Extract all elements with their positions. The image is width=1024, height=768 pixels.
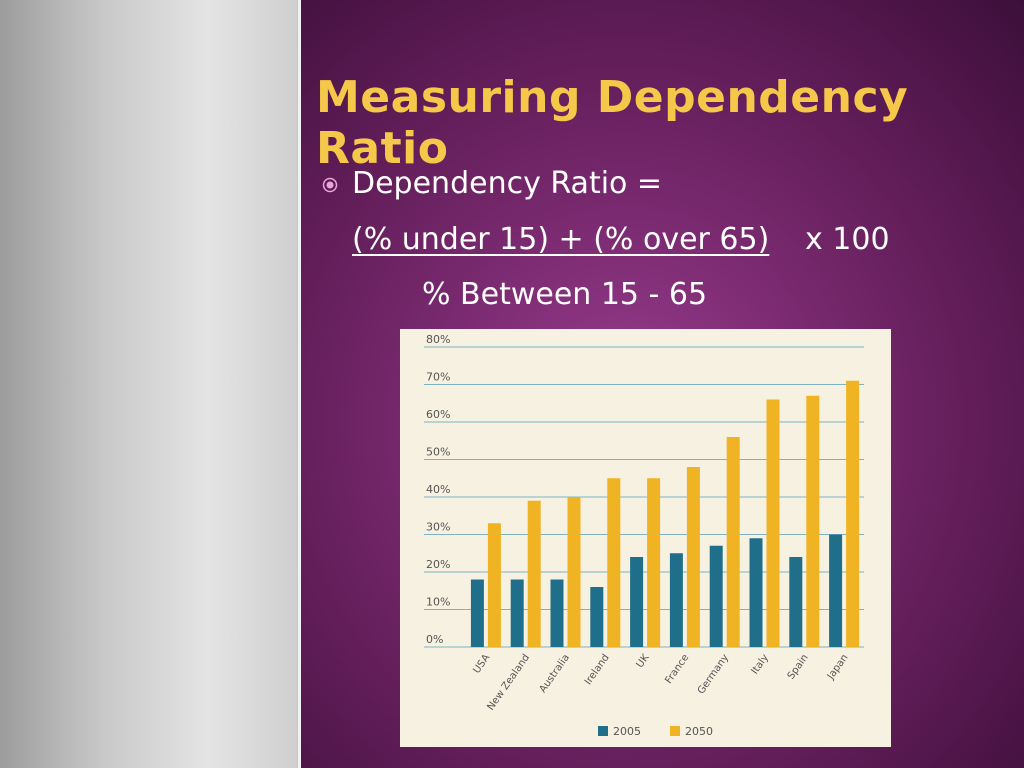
- y-tick-label: 30%: [426, 521, 450, 534]
- legend-label: 2005: [613, 725, 641, 738]
- chart-container: 0% 10% 20% 30% 40% 50% 60% 70% 80% USA New Zealand…: [400, 329, 891, 747]
- x-tick-label: Ireland: [583, 652, 612, 687]
- x-tick-label: France: [663, 652, 691, 686]
- bar-2005: [749, 538, 763, 647]
- slide-title: Measuring Dependency Ratio: [316, 72, 909, 174]
- legend-swatch-2050: [670, 726, 680, 736]
- x-tick-label: Japan: [825, 652, 851, 682]
- circle-bullet-icon: [322, 177, 338, 193]
- bar-2050: [726, 437, 740, 647]
- y-tick-label: 20%: [426, 558, 450, 571]
- bar-2005: [829, 534, 843, 647]
- bar-2050: [487, 523, 501, 647]
- panel-divider: [298, 0, 301, 768]
- bar-2005: [789, 557, 803, 647]
- x-tick-label: Germany: [696, 652, 731, 696]
- bar-2050: [607, 478, 621, 647]
- bar-2050: [806, 395, 820, 647]
- formula-numerator: (% under 15) + (% over 65): [352, 222, 770, 257]
- bar-2050: [647, 478, 661, 647]
- bar-2050: [527, 500, 541, 647]
- legend-swatch-2005: [598, 726, 608, 736]
- bar-2050: [846, 380, 860, 647]
- x-tick-label: UK: [635, 652, 652, 670]
- bar-2005: [510, 579, 524, 647]
- y-tick-label: 60%: [426, 408, 450, 421]
- bar-2005: [590, 587, 604, 647]
- y-tick-label: 0%: [426, 633, 443, 646]
- bar-2050: [686, 467, 700, 647]
- x-tick-label: Spain: [786, 652, 811, 681]
- bar-2005: [470, 579, 484, 647]
- y-tick-label: 70%: [426, 371, 450, 384]
- y-tick-label: 10%: [426, 596, 450, 609]
- bar-2005: [630, 557, 644, 647]
- x-tick-label: New Zealand: [485, 652, 532, 712]
- bar-2005: [709, 545, 723, 647]
- bar-2050: [766, 399, 780, 647]
- formula-multiplier: x 100: [805, 222, 890, 257]
- left-gray-panel: [0, 0, 298, 768]
- y-tick-label: 80%: [426, 333, 450, 346]
- bar-2005: [550, 579, 564, 647]
- x-tick-label: USA: [471, 652, 492, 675]
- bar-2050: [567, 497, 581, 647]
- x-tick-label: Italy: [749, 652, 771, 676]
- bullet-text: Dependency Ratio =: [352, 166, 663, 201]
- bar-2005: [669, 553, 683, 647]
- y-tick-label: 40%: [426, 483, 450, 496]
- legend-label: 2050: [685, 725, 713, 738]
- formula-denominator: % Between 15 - 65: [422, 277, 708, 312]
- x-tick-label: Australia: [538, 652, 572, 695]
- y-tick-label: 50%: [426, 446, 450, 459]
